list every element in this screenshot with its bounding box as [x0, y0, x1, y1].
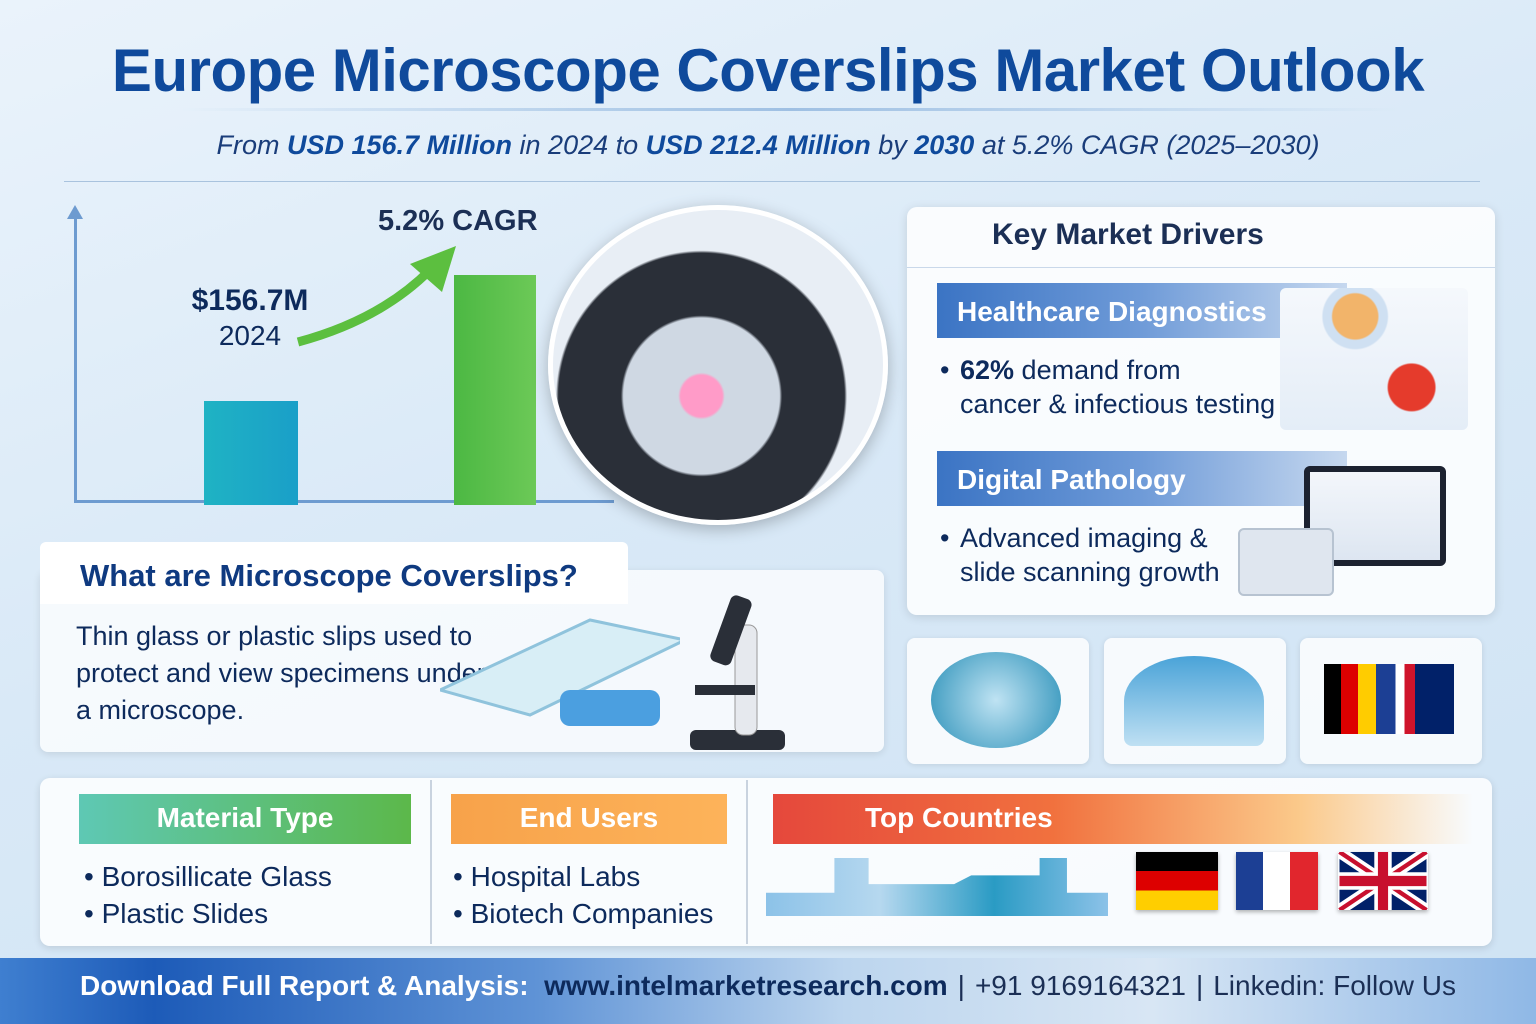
subtitle-text: in 2024 to	[512, 130, 646, 160]
separator: |	[957, 970, 965, 1001]
driver-stat: 62%	[960, 355, 1015, 385]
driver-heading-healthcare: Healthcare Diagnostics	[937, 283, 1347, 338]
list-item: • Plastic Slides	[84, 898, 269, 929]
tablet-icon	[1238, 528, 1334, 596]
bullet: •	[940, 355, 950, 385]
bar-2030	[454, 275, 536, 505]
end-users-list: • Hospital Labs • Biotech Companies	[453, 858, 713, 932]
list-item: • Hospital Labs	[453, 861, 641, 892]
germany-flag-icon	[1136, 852, 1218, 910]
europe-flags-icon	[1324, 664, 1454, 734]
title-divider	[180, 108, 1400, 111]
driver-text: Advanced imaging &	[960, 523, 1208, 553]
driver-heading-digital: Digital Pathology	[937, 451, 1347, 506]
microscope-image	[548, 205, 888, 525]
value-2024-label: $156.7M	[191, 284, 309, 317]
tile-hospital	[907, 638, 1089, 764]
countries-heading: Top Countries	[773, 794, 1473, 844]
page-title: Europe Microscope Coverslips Market Outl…	[111, 37, 1425, 104]
hospital-building-icon	[931, 652, 1061, 748]
coverslip-icon	[440, 618, 680, 726]
microscope-icon	[690, 595, 785, 750]
end-year: 2030	[914, 130, 975, 160]
tile-flags	[1300, 638, 1482, 764]
what-body: Thin glass or plastic slips used to prot…	[76, 621, 486, 725]
linkedin-link[interactable]: Linkedin: Follow Us	[1213, 970, 1457, 1001]
what-tab	[40, 542, 628, 604]
subtitle-text: by	[870, 130, 915, 160]
tile-lab	[1104, 638, 1286, 764]
subtitle-text: at 5.2% CAGR (2025–2030)	[974, 130, 1320, 160]
bar-2024	[204, 401, 298, 505]
subtitle-divider	[64, 181, 1480, 182]
lab-building-icon	[1124, 656, 1264, 746]
subtitle-text: From	[216, 130, 287, 160]
drivers-divider	[907, 267, 1495, 268]
start-value: USD 156.7 Million	[286, 130, 513, 160]
microscope-virus-icon	[1280, 288, 1468, 430]
end-users-heading: End Users	[451, 794, 727, 844]
segment-divider	[746, 780, 748, 944]
driver-text: cancer & infectious testing	[960, 389, 1276, 419]
y-axis	[74, 215, 77, 503]
list-item: • Borosillicate Glass	[84, 861, 332, 892]
footer-bar	[0, 958, 1536, 1024]
cagr-label: 5.2% CAGR	[378, 205, 538, 237]
axis-arrow-icon	[67, 205, 83, 219]
separator: |	[1195, 970, 1204, 1001]
growth-arrow-icon	[296, 246, 456, 347]
subtitle: From USD 156.7 Million in 2024 to USD 21…	[0, 130, 1536, 161]
uk-flag-icon	[1338, 852, 1428, 910]
segment-divider	[430, 780, 432, 944]
material-heading: Material Type	[79, 794, 411, 844]
driver-text: slide scanning growth	[960, 557, 1220, 587]
driver-body-digital: • Advanced imaging & slide scanning growth	[940, 521, 1220, 589]
monitor-chart-icon	[1304, 466, 1446, 566]
footer: Download Full Report & Analysis: www.int…	[0, 970, 1536, 1002]
x-axis	[74, 500, 614, 503]
list-item: • Biotech Companies	[453, 898, 714, 929]
material-list: • Borosillicate Glass • Plastic Slides	[84, 858, 332, 932]
what-title: What are Microscope Coverslips?	[80, 558, 578, 593]
driver-text: demand from	[1014, 355, 1181, 385]
france-flag-icon	[1236, 852, 1318, 910]
driver-body-healthcare: • 62% demand from cancer & infectious test…	[940, 353, 1275, 421]
phone-number[interactable]: +91 9169164321	[974, 970, 1186, 1001]
download-label: Download Full Report & Analysis:	[79, 970, 529, 1001]
year-2024-label: 2024	[218, 320, 282, 351]
bullet: •	[940, 523, 950, 553]
end-value: USD 212.4 Million	[645, 130, 871, 160]
website-link[interactable]: www.intelmarketresearch.com	[544, 970, 948, 1001]
drivers-title: Key Market Drivers	[992, 218, 1264, 251]
